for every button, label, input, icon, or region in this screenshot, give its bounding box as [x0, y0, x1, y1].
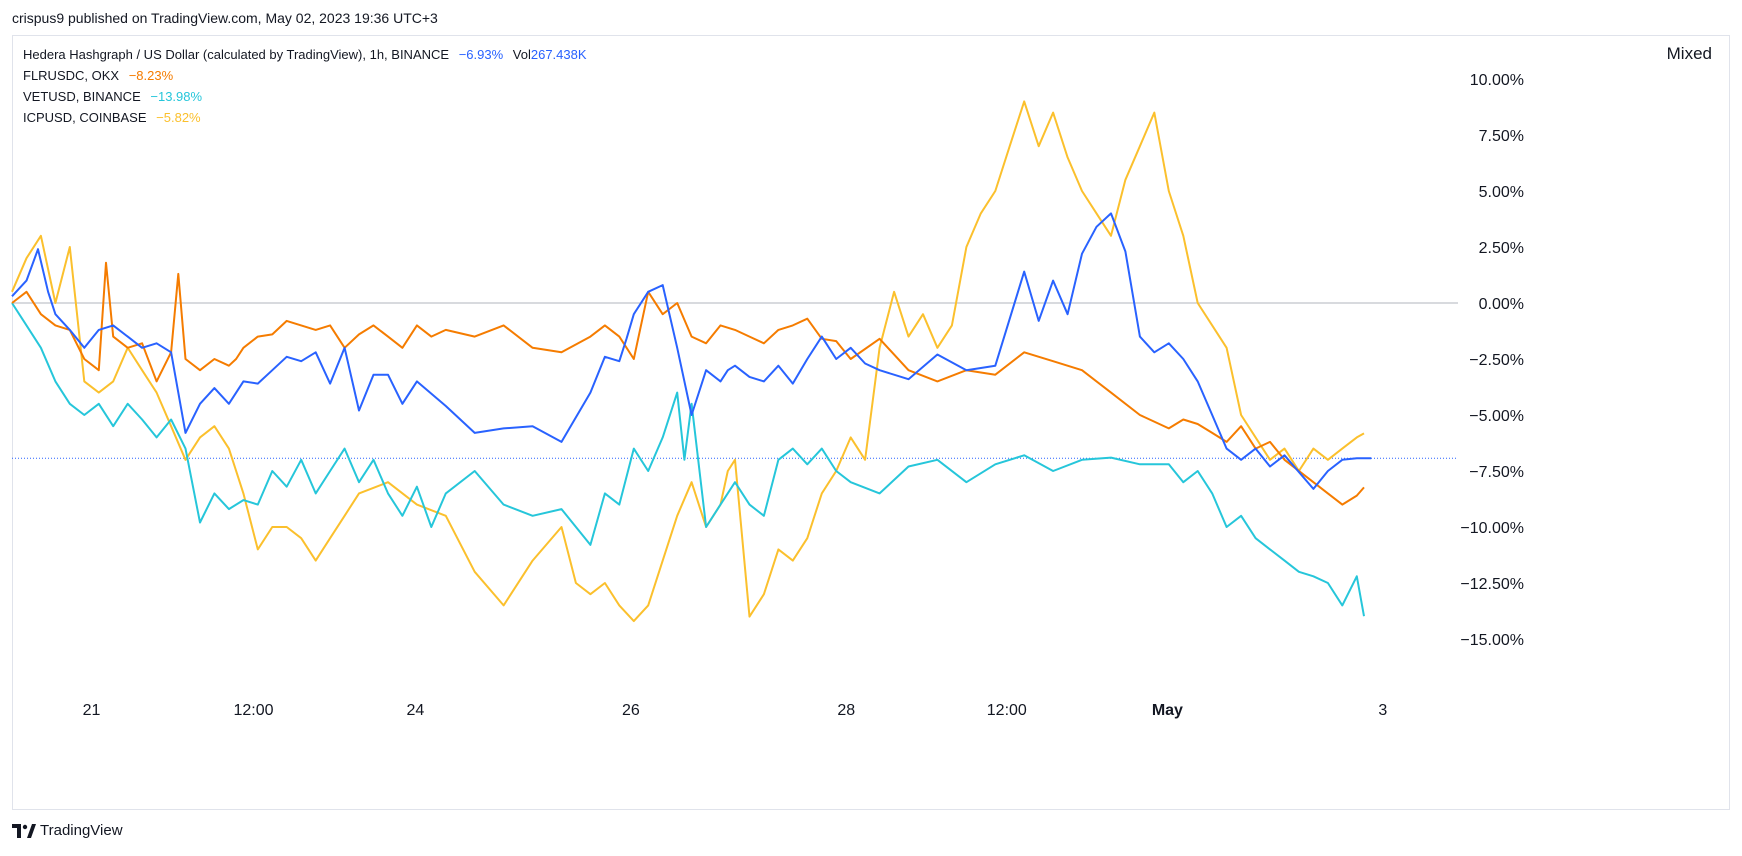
y-axis[interactable]: 10.00% 7.50% 5.00% 2.50% 0.00% −2.50% −5.00% −7… [1460, 72, 1524, 649]
y-tick-label: 10.00% [1470, 72, 1524, 89]
series-change: −13.98% [150, 89, 203, 104]
series-change: −5.82% [156, 110, 201, 125]
x-tick-label: 21 [83, 702, 101, 719]
y-tick-label: −10.00% [1460, 520, 1524, 537]
series-name: ICPUSD, COINBASE [23, 110, 147, 125]
legend-icp[interactable]: ICPUSD, COINBASE −5.82% [23, 107, 587, 128]
x-axis[interactable]: 21 12:00 24 26 28 12:00 May 3 [83, 702, 1388, 719]
y-tick-label: −7.50% [1469, 464, 1524, 481]
y-tick-label: 7.50% [1479, 128, 1524, 145]
volume-value: 267.438K [530, 47, 587, 62]
publisher-caption: crispus9 published on TradingView.com, M… [12, 10, 438, 26]
legend-vet[interactable]: VETUSD, BINANCE −13.98% [23, 86, 587, 107]
series-name: VETUSD, BINANCE [23, 89, 141, 104]
x-tick-label: 12:00 [987, 702, 1027, 719]
brand-name: TradingView [40, 822, 123, 839]
volume-label: Vol [512, 47, 531, 62]
zero-line-group [12, 302, 1458, 459]
series-line-flr[interactable] [11, 261, 1365, 506]
series-change: −8.23% [128, 68, 174, 83]
y-tick-label: 2.50% [1479, 240, 1524, 257]
x-tick-label: 28 [837, 702, 855, 719]
x-tick-label: 3 [1378, 702, 1387, 719]
x-tick-label: 24 [407, 702, 425, 719]
series-line-hbar[interactable] [11, 212, 1372, 490]
y-tick-label: −2.50% [1469, 352, 1524, 369]
series-line-icp[interactable] [11, 100, 1365, 623]
tradingview-icon [12, 823, 36, 838]
y-tick-label: 5.00% [1479, 184, 1524, 201]
x-tick-label: 26 [622, 702, 640, 719]
y-tick-label: −5.00% [1469, 408, 1524, 425]
main-change: −6.93% [458, 47, 504, 62]
main-symbol-name: Hedera Hashgraph / US Dollar (calculated… [23, 47, 450, 62]
tradingview-logo[interactable]: TradingView [12, 822, 123, 839]
y-tick-label: −12.50% [1460, 576, 1524, 593]
y-tick-label: 0.00% [1479, 296, 1524, 313]
x-tick-label: May [1152, 702, 1183, 719]
legend-main[interactable]: Hedera Hashgraph / US Dollar (calculated… [23, 44, 587, 65]
series-group [11, 100, 1372, 623]
legend: Hedera Hashgraph / US Dollar (calculated… [23, 44, 587, 128]
y-tick-label: −15.00% [1460, 632, 1524, 649]
series-name: FLRUSDC, OKX [23, 68, 120, 83]
series-line-vet[interactable] [11, 302, 1365, 617]
x-tick-label: 12:00 [233, 702, 273, 719]
scale-mode-label[interactable]: Mixed [1667, 44, 1712, 63]
legend-flr[interactable]: FLRUSDC, OKX −8.23% [23, 65, 587, 86]
chart-frame[interactable] [12, 35, 1730, 810]
